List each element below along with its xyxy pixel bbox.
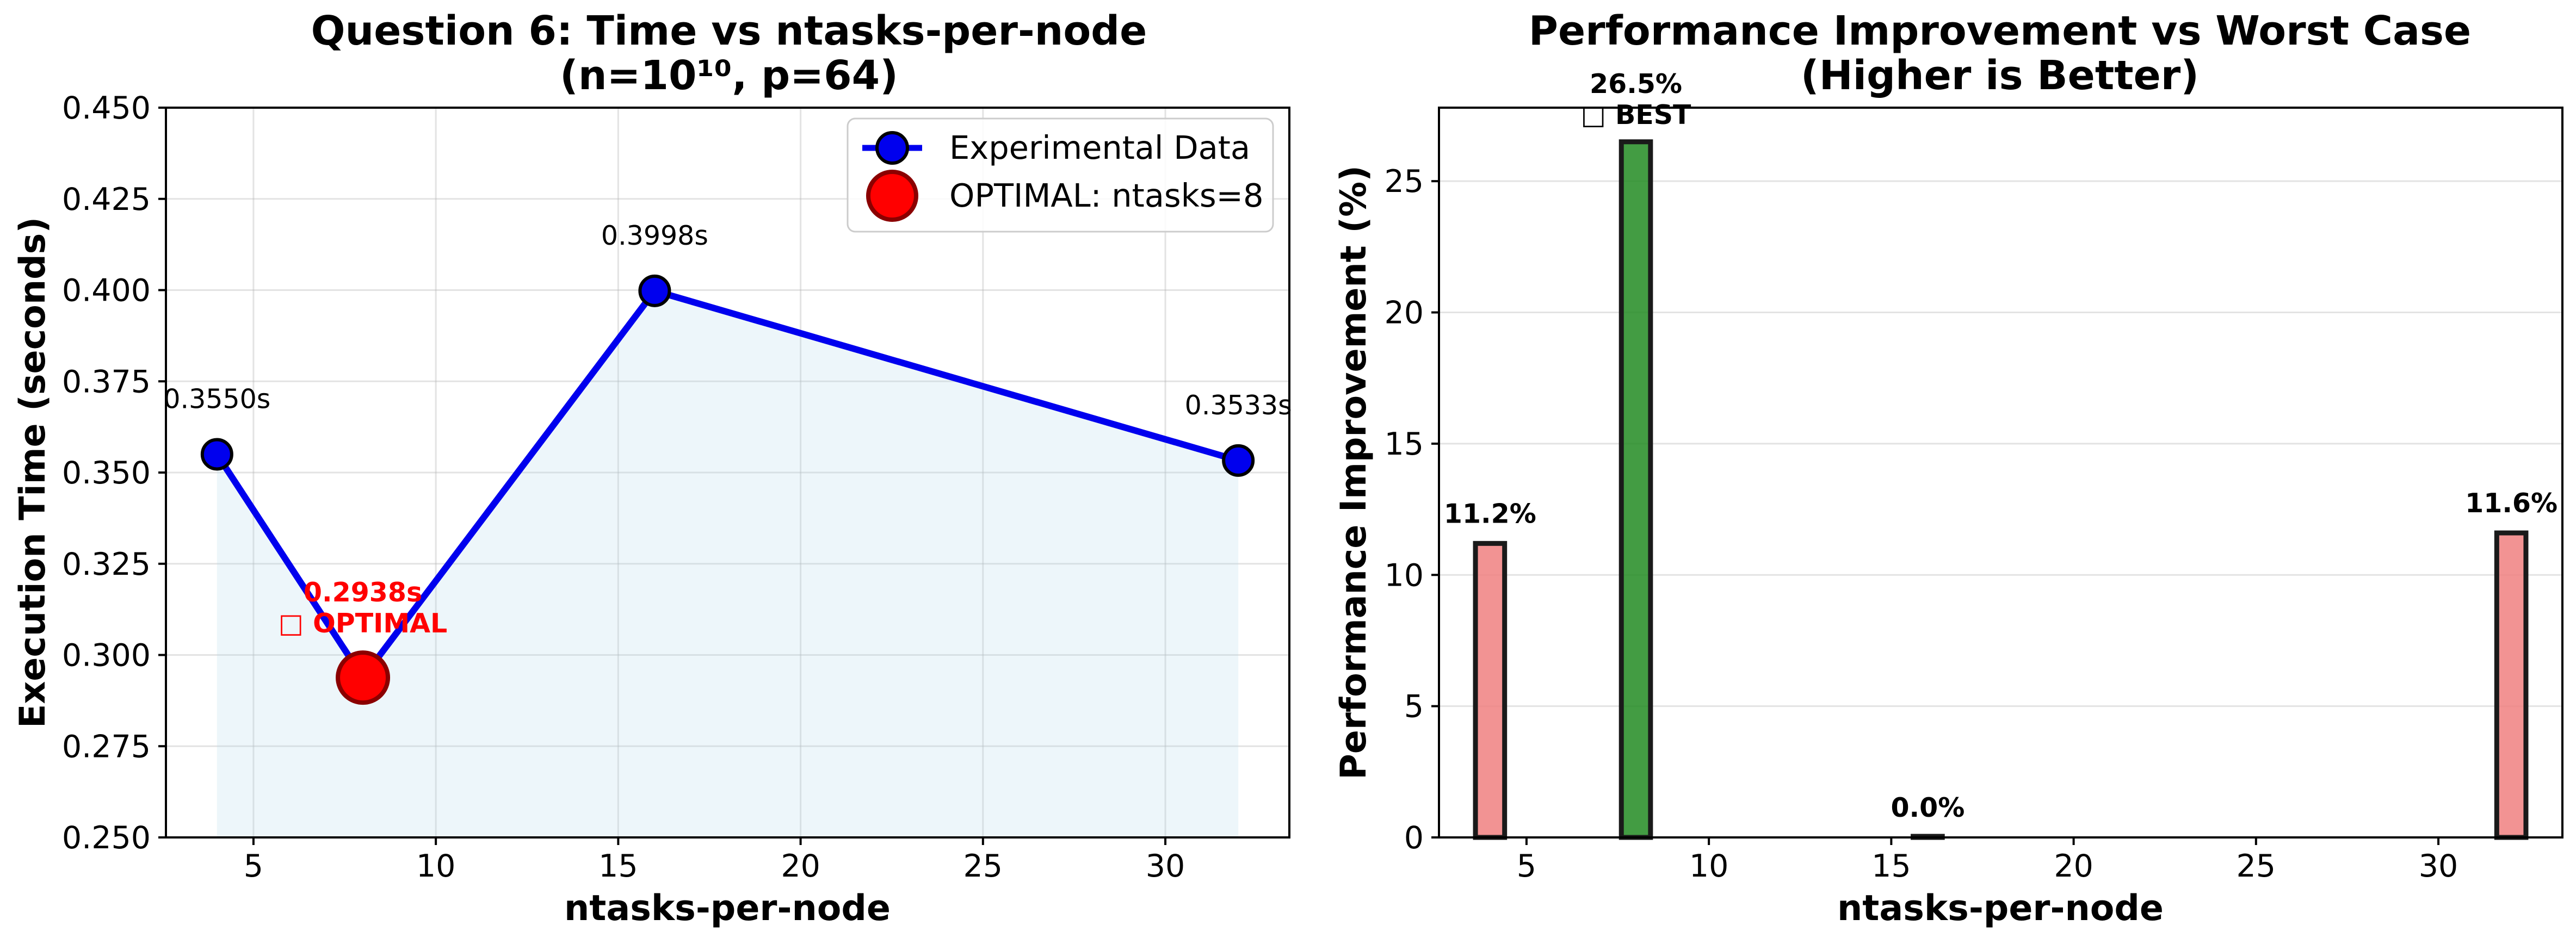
- chart2-bar-label: 11.6%: [2465, 488, 2558, 519]
- chart2-title-line2: (Higher is Better): [1801, 52, 2199, 99]
- legend-label-optimal: OPTIMAL: ntasks=8: [949, 177, 1264, 214]
- chart2-frame: [1438, 107, 2563, 839]
- chart1-ytick-label: 0.350: [62, 455, 151, 491]
- chart1-ytick-label: 0.450: [62, 90, 151, 126]
- chart2-xlabel: ntasks-per-node: [1837, 888, 2164, 929]
- chart2-ytick-label: 20: [1384, 295, 1424, 331]
- chart1-data-point: [200, 438, 233, 471]
- chart1-xtick-label: 15: [598, 848, 638, 884]
- chart1-xtick-label: 10: [416, 848, 456, 884]
- performance-improvement-chart: Performance Improvement vs Worst Case (H…: [1333, 8, 2563, 929]
- chart2-ytick-label: 15: [1384, 426, 1424, 462]
- chart2-ytick-label: 5: [1404, 689, 1424, 725]
- legend-red-marker: [866, 170, 918, 222]
- chart1-points: [200, 274, 1255, 705]
- chart2-ytick-label: 0: [1404, 820, 1424, 856]
- chart2-bar: [1619, 139, 1653, 840]
- chart2-ytick-label: 10: [1384, 557, 1424, 593]
- chart1-ticks: 5 10 15 20 25 30 0.250 0.275 0.300 0.325 0.350 0.37…: [62, 90, 1185, 884]
- chart1-frame: [165, 107, 1290, 839]
- chart1-xlabel: ntasks-per-node: [564, 888, 891, 929]
- chart1-ytick-label: 0.325: [62, 546, 151, 582]
- chart1-data-label: 0.3533s: [1185, 390, 1292, 421]
- chart1-series-line: [214, 287, 1239, 681]
- time-vs-ntasks-chart: Question 6: Time vs ntasks-per-node (n=1…: [13, 8, 1292, 929]
- chart2-xtick-label: 25: [2237, 848, 2276, 884]
- chart2-data-labels: 11.2% 26.5%□ BEST 0.0% 11.6%: [1444, 69, 2558, 823]
- chart1-xtick-label: 25: [963, 848, 1003, 884]
- legend-label-experimental: Experimental Data: [949, 129, 1250, 166]
- chart1-ytick-label: 0.400: [62, 273, 151, 309]
- chart1-ytick-label: 0.275: [62, 729, 151, 765]
- chart1-title-line1: Question 6: Time vs ntasks-per-node: [311, 8, 1147, 54]
- chart2-ticks: 0 5 10 15 20 25 5 10 15 20 25 30: [1384, 164, 2458, 884]
- chart2-bar: [2494, 530, 2529, 840]
- legend-box: [847, 117, 1274, 233]
- chart2-ylabel: Performance Improvement (%): [1333, 165, 1374, 780]
- chart1-legend: Experimental Data OPTIMAL: ntasks=8: [847, 117, 1274, 233]
- chart1-data-point: [1222, 444, 1255, 477]
- chart2-bar: [1473, 541, 1508, 840]
- chart2-grid: [1439, 180, 2562, 839]
- legend-blue-marker: [875, 131, 909, 165]
- chart2-xtick-label: 20: [2054, 848, 2093, 884]
- chart1-ytick-label: 0.300: [62, 638, 151, 674]
- chart1-xtick-label: 30: [1146, 848, 1185, 884]
- chart1-xtick-label: 20: [781, 848, 820, 884]
- chart1-data-label: 0.3998s: [601, 220, 708, 251]
- chart1-xtick-label: 5: [244, 848, 263, 884]
- chart1-data-labels: 0.3550s 0.3998s 0.3533s 0.2938s□ OPTIMAL: [163, 220, 1292, 639]
- chart1-ytick-label: 0.425: [62, 182, 151, 218]
- chart2-xtick-label: 30: [2419, 848, 2458, 884]
- chart1-line: [214, 287, 1239, 681]
- chart2-ytick-label: 25: [1384, 164, 1424, 200]
- chart2-title-line1: Performance Improvement vs Worst Case: [1529, 8, 2472, 54]
- chart1-ytick-label: 0.250: [62, 820, 151, 856]
- chart2-bar-label: 0.0%: [1891, 792, 1965, 823]
- chart2-xtick-label: 10: [1689, 848, 1729, 884]
- chart2-bar-label: 26.5%: [1590, 69, 1682, 100]
- chart1-data-label: 0.3550s: [163, 383, 270, 414]
- chart2-bars: [1473, 139, 2529, 840]
- chart1-optimal-value-label: 0.2938s: [304, 577, 422, 608]
- chart1-area: [217, 290, 1239, 837]
- chart1-optimal-note-label: □ OPTIMAL: [279, 608, 448, 639]
- chart1-optimal-point: [336, 650, 391, 705]
- chart1-data-point: [638, 274, 671, 307]
- chart2-best-label: □ BEST: [1581, 100, 1691, 131]
- chart1-area-fill: [217, 290, 1239, 837]
- chart2-bar-label: 11.2%: [1444, 498, 1536, 529]
- chart2-xtick-label: 15: [1871, 848, 1911, 884]
- chart1-ytick-label: 0.375: [62, 364, 151, 400]
- chart1-title-line2: (n=10¹⁰, p=64): [560, 52, 898, 99]
- chart2-xtick-label: 5: [1517, 848, 1536, 884]
- chart1-ylabel: Execution Time (seconds): [13, 217, 53, 728]
